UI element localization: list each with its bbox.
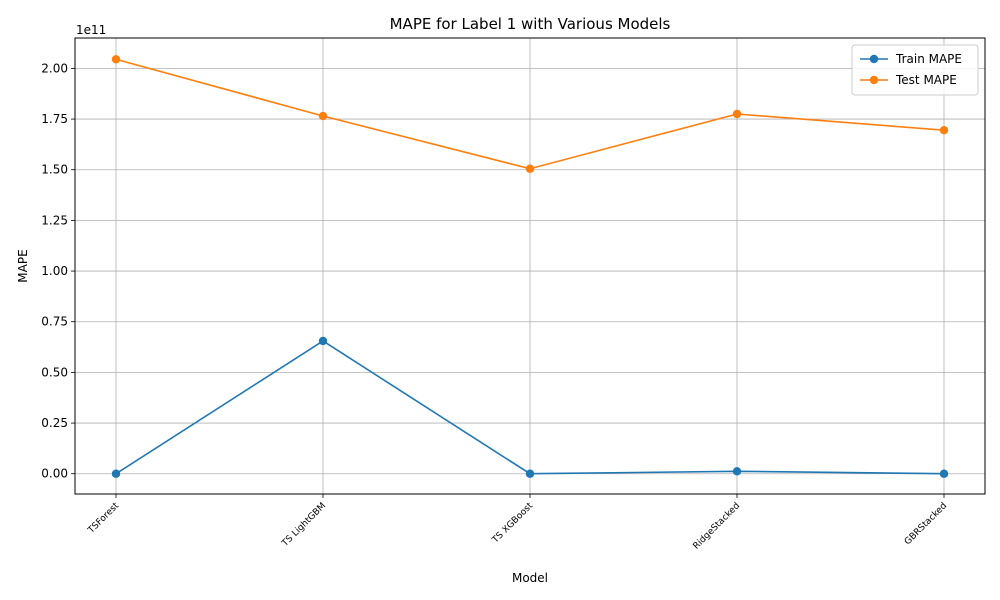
y-tick-label: 1.00 — [41, 264, 68, 278]
y-tick-label: 1.25 — [41, 213, 68, 227]
y-axis-label: MAPE — [16, 249, 30, 282]
y-tick-label: 0.00 — [41, 467, 68, 481]
x-tick-label: TS XGBoost — [490, 501, 535, 546]
data-point — [939, 469, 949, 478]
x-tick-label: RidgeStacked — [692, 501, 743, 552]
data-point — [111, 55, 121, 64]
grid — [75, 38, 985, 494]
data-point — [318, 336, 328, 346]
legend-box — [851, 44, 979, 96]
legend-label-0: Train MAPE — [895, 52, 962, 66]
x-axis-ticks: TSForest TS LightGBM TS XGBoost RidgeStacke… — [86, 494, 949, 552]
y-tick-label: 2.00 — [41, 61, 68, 75]
y-tick-label: 0.25 — [41, 416, 68, 430]
x-tick-label: GBRStacked — [903, 501, 949, 547]
chart-title: MAPE for Label 1 with Various Models — [390, 15, 671, 33]
data-point — [318, 111, 328, 121]
y-tick-label: 1.50 — [41, 163, 68, 177]
legend-marker-1 — [869, 75, 879, 85]
axis-scale-label: 1e11 — [76, 23, 106, 37]
data-point — [525, 164, 535, 173]
y-tick-label: 0.50 — [41, 365, 68, 379]
series-group — [111, 55, 949, 478]
data-point — [939, 126, 949, 135]
data-point — [525, 469, 535, 478]
data-point — [111, 469, 121, 478]
x-tick-label: TS LightGBM — [280, 501, 328, 549]
legend-label-1: Test MAPE — [895, 73, 957, 87]
plot-frame — [74, 37, 986, 495]
y-tick-label: 1.75 — [41, 112, 68, 126]
y-tick-label: 0.75 — [41, 315, 68, 329]
data-point — [732, 109, 742, 119]
legend-marker-0 — [869, 54, 879, 64]
x-tick-label: TSForest — [86, 501, 122, 537]
legend: Train MAPE Test MAPE — [851, 44, 979, 96]
x-axis-label: Model — [512, 571, 548, 585]
data-point — [732, 467, 742, 476]
y-axis-ticks: 0.00 0.25 0.50 0.75 1.00 1.25 1.50 1.75 2.00 — [41, 61, 75, 481]
